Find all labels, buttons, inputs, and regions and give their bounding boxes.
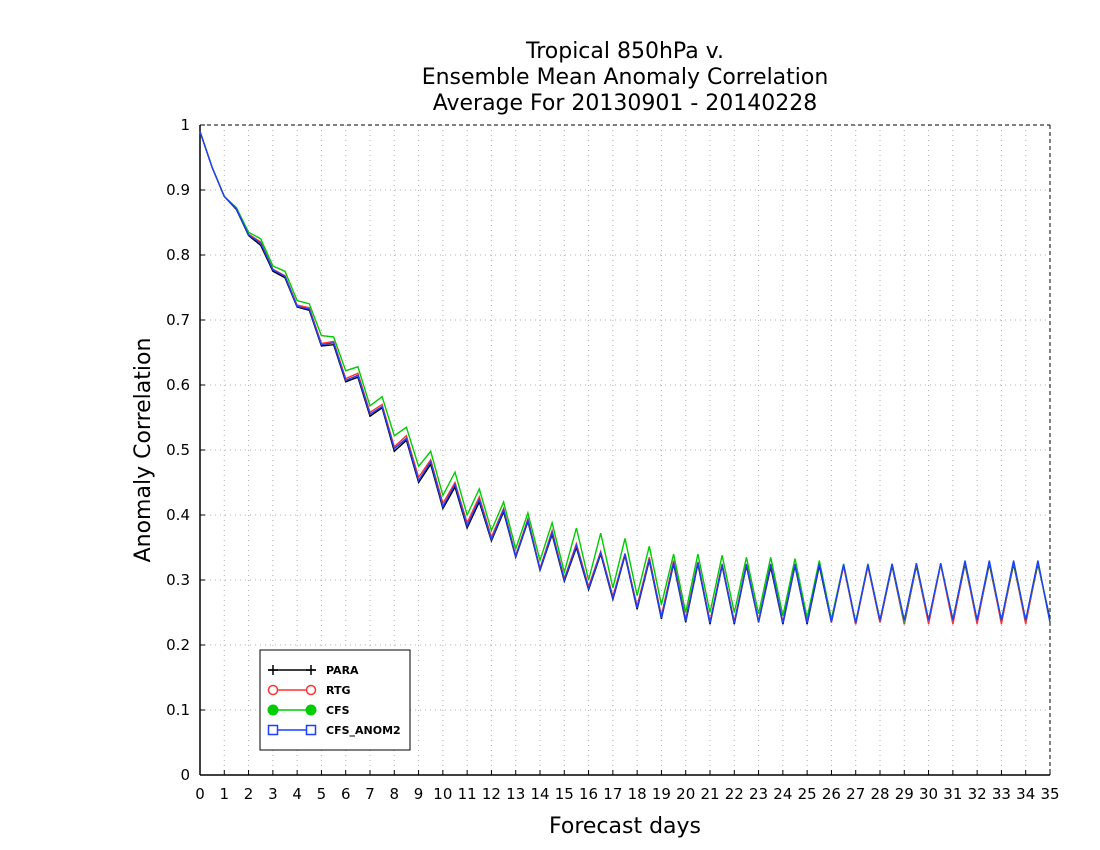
legend-box — [259, 649, 411, 751]
x-tick-label: 19 — [652, 785, 671, 803]
x-tick-label: 14 — [530, 785, 549, 803]
x-tick-label: 35 — [1040, 785, 1059, 803]
x-tick-label: 29 — [895, 785, 914, 803]
x-tick-label: 24 — [773, 785, 792, 803]
chart-title-line-3: Average For 20130901 - 20140228 — [433, 91, 818, 116]
y-tick-label: 0 — [180, 766, 190, 784]
axes — [199, 124, 1051, 776]
x-tick-label: 4 — [292, 785, 302, 803]
y-axis-label: Anomaly Correlation — [131, 338, 156, 563]
legend-label-rtg: RTG — [326, 684, 351, 697]
x-tick-label: 23 — [749, 785, 768, 803]
y-tick-label: 0.3 — [166, 571, 190, 589]
x-axis-label: Forecast days — [549, 814, 701, 839]
x-tick-label: 6 — [341, 785, 351, 803]
x-tick-label: 10 — [433, 785, 452, 803]
y-tick-label: 0.6 — [166, 376, 190, 394]
x-tick-label: 27 — [846, 785, 865, 803]
legend-marker-cfs — [267, 704, 279, 716]
x-tick-label: 22 — [725, 785, 744, 803]
y-tick-label: 0.8 — [166, 246, 190, 264]
x-tick-label: 3 — [268, 785, 278, 803]
y-tick-label: 0.1 — [166, 701, 190, 719]
legend-marker-cfs-anom2 — [267, 724, 279, 736]
x-tick-label: 20 — [676, 785, 695, 803]
series-line-rtg — [199, 131, 1051, 625]
x-tick-label: 5 — [317, 785, 327, 803]
grid — [200, 125, 1050, 775]
x-tick-label: 26 — [822, 785, 841, 803]
series-lines — [199, 131, 1051, 625]
x-tick-label: 0 — [195, 785, 205, 803]
legend-label-cfs: CFS — [326, 704, 350, 717]
x-tick-label: 1 — [220, 785, 230, 803]
x-tick-label: 16 — [579, 785, 598, 803]
series-line-para — [199, 131, 1051, 625]
legend-marker-cfs-anom2 — [305, 724, 317, 736]
chart-title-line-2: Ensemble Mean Anomaly Correlation — [422, 65, 829, 90]
legend-marker-rtg — [305, 684, 317, 696]
x-tick-label: 15 — [555, 785, 574, 803]
y-tick-label: 0.4 — [166, 506, 190, 524]
y-tick-label: 0.2 — [166, 636, 190, 654]
x-tick-label: 28 — [870, 785, 889, 803]
x-tick-label: 21 — [700, 785, 719, 803]
x-tick-label: 12 — [482, 785, 501, 803]
chart-title-line-1: Tropical 850hPa v. — [525, 39, 724, 64]
y-tick-label: 0.9 — [166, 181, 190, 199]
x-tick-label: 33 — [992, 785, 1011, 803]
x-tick-label: 8 — [390, 785, 400, 803]
x-tick-label: 30 — [919, 785, 938, 803]
y-tick-label: 0.7 — [166, 311, 190, 329]
legend: PARA RTG CFS CFS_ANOM2 — [259, 649, 411, 751]
x-tick-label: 18 — [628, 785, 647, 803]
legend-label-para: PARA — [326, 664, 359, 677]
x-tick-label: 9 — [414, 785, 424, 803]
legend-marker-rtg — [267, 684, 279, 696]
x-tick-label: 17 — [603, 785, 622, 803]
series-line-cfs-anom2 — [199, 131, 1051, 624]
tick-labels: 0 1 2 3 4 5 6 7 8 9 10 11 12 13 14 15 16 17 18 19 20 21 22 23 24… — [166, 116, 1059, 803]
x-tick-label: 11 — [458, 785, 477, 803]
x-tick-label: 13 — [506, 785, 525, 803]
y-tick-label: 0.5 — [166, 441, 190, 459]
x-tick-label: 31 — [943, 785, 962, 803]
series-line-cfs — [199, 131, 1051, 623]
x-tick-label: 2 — [244, 785, 254, 803]
legend-label-cfs-anom2: CFS_ANOM2 — [326, 724, 401, 737]
x-tick-label: 7 — [365, 785, 375, 803]
x-tick-label: 25 — [798, 785, 817, 803]
x-tick-label: 32 — [968, 785, 987, 803]
y-tick-label: 1 — [180, 116, 190, 134]
x-tick-label: 34 — [1016, 785, 1035, 803]
legend-marker-cfs — [305, 704, 317, 716]
